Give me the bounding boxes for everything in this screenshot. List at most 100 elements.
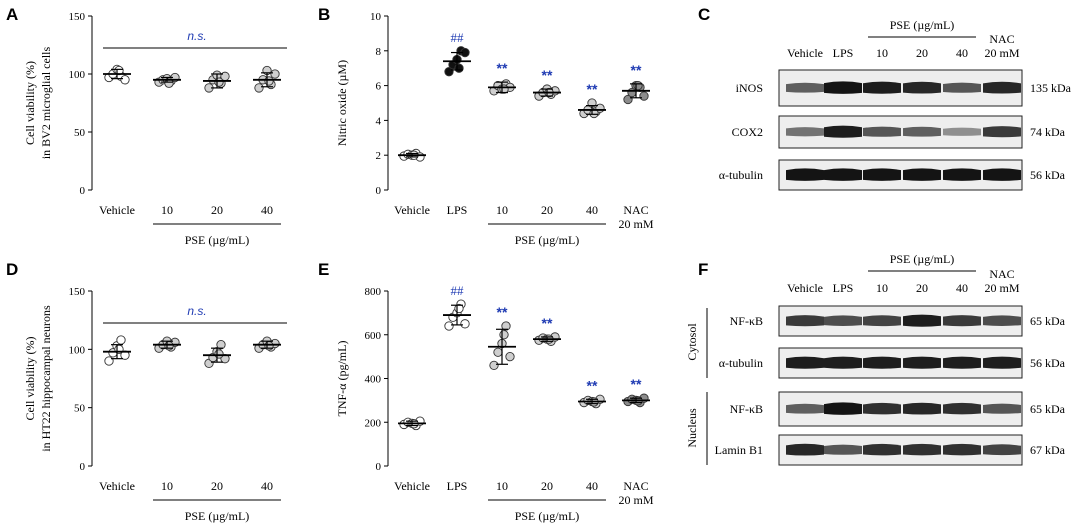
y-tick-label: 50 <box>74 403 86 415</box>
data-point <box>164 341 174 351</box>
blot-band <box>863 402 901 415</box>
kda-label: 65 kDa <box>1030 314 1066 328</box>
data-point <box>493 347 503 357</box>
y-tick-label: 100 <box>69 344 86 356</box>
protein-label: α-tubulin <box>719 168 763 182</box>
section-label: Nucleus <box>685 408 699 448</box>
x-category-label: 10 <box>161 203 173 217</box>
lane-label: LPS <box>833 281 854 295</box>
blot-band <box>903 314 941 327</box>
blot-band <box>786 127 824 137</box>
blot-band <box>943 402 981 415</box>
data-point <box>639 91 649 101</box>
x-category-label: LPS <box>447 479 468 493</box>
panel-d: D 0 50 100 150 Cell viability (%) in HT22 hipp… <box>6 260 287 523</box>
lane-label: LPS <box>833 46 854 60</box>
star-annotation: ** <box>587 81 598 97</box>
data-point <box>116 335 126 345</box>
blot-band <box>903 81 941 94</box>
x-category-label: NAC <box>623 479 648 493</box>
hash-annotation: ## <box>451 30 465 45</box>
kda-label: 56 kDa <box>1030 168 1066 182</box>
section-label: Cytosol <box>685 323 699 361</box>
data-point <box>489 360 499 371</box>
blot-band <box>863 443 901 456</box>
y-tick-label: 600 <box>365 330 382 342</box>
data-point <box>501 321 511 331</box>
x-category-label: 40 <box>586 479 598 493</box>
protein-label: COX2 <box>732 125 763 139</box>
protein-label: iNOS <box>736 81 763 95</box>
y-axis-label: TNF-α (pg/mL) <box>335 341 349 417</box>
blot-band <box>983 444 1021 456</box>
y-tick-label: 150 <box>69 11 86 23</box>
blot-band <box>824 81 862 94</box>
data-point <box>216 340 226 350</box>
blot-band <box>863 168 901 181</box>
x-category-label: 20 <box>211 479 223 493</box>
star-annotation: ** <box>587 377 598 393</box>
x-category-label: NAC <box>623 203 648 217</box>
y-axis-label: Nitric oxide (µM) <box>335 60 349 146</box>
blot-band <box>943 443 981 456</box>
blot-band <box>943 315 981 327</box>
blot-band <box>903 168 941 181</box>
y-tick-label: 0 <box>376 185 382 197</box>
blot-band <box>863 126 901 137</box>
data-point <box>499 330 509 340</box>
data-point <box>460 319 470 329</box>
protein-label: NF-κB <box>730 314 763 328</box>
protein-label: Lamin B1 <box>715 443 763 457</box>
blot-band <box>786 315 824 327</box>
x-category-label: 20 mM <box>618 217 653 231</box>
data-point <box>264 341 274 351</box>
star-annotation: ** <box>497 60 508 76</box>
lane-label: 10 <box>876 281 888 295</box>
y-tick-label: 0 <box>80 461 86 473</box>
blot-band <box>863 356 901 369</box>
blot-band <box>786 403 824 414</box>
y-tick-label: 4 <box>376 115 382 127</box>
panel-letter-e: E <box>318 260 329 279</box>
blot-band <box>903 126 941 137</box>
kda-label: 65 kDa <box>1030 402 1066 416</box>
lane-label: 20 mM <box>984 46 1019 60</box>
group-label: PSE (µg/mL) <box>515 233 580 247</box>
blot-band <box>824 168 862 181</box>
y-tick-label: 400 <box>365 374 382 386</box>
panel-letter-a: A <box>6 5 18 24</box>
blot-band <box>983 168 1021 181</box>
panel-a: A 0 50 100 150 Cell viability (%) in BV2 micro… <box>6 5 287 247</box>
x-category-label: 10 <box>496 479 508 493</box>
y-tick-label: 8 <box>376 46 382 58</box>
blot-band <box>824 444 862 455</box>
y-tick-label: 10 <box>370 11 382 23</box>
blot-band <box>863 81 901 94</box>
lane-label: 10 <box>876 46 888 60</box>
kda-label: 56 kDa <box>1030 356 1066 370</box>
x-category-label: 40 <box>261 203 273 217</box>
star-annotation: ** <box>542 67 553 83</box>
blot-band <box>786 168 824 181</box>
kda-label: 135 kDa <box>1030 81 1072 95</box>
data-point <box>214 77 224 87</box>
blot-band <box>786 443 824 456</box>
y-axis-label: Cell viability (%) <box>23 61 37 145</box>
blot-group-label: PSE (µg/mL) <box>890 18 955 32</box>
y-tick-label: 0 <box>376 461 382 473</box>
protein-label: NF-κB <box>730 402 763 416</box>
data-point <box>454 63 464 73</box>
y-tick-label: 0 <box>80 185 86 197</box>
ns-label: n.s. <box>187 304 206 318</box>
x-category-label: 20 <box>541 479 553 493</box>
y-axis-label: in HT22 hippocampal neurons <box>39 305 53 452</box>
blot-band <box>903 443 941 456</box>
x-category-label: Vehicle <box>394 203 430 217</box>
y-tick-label: 200 <box>365 417 382 429</box>
y-axis-label: Cell viability (%) <box>23 337 37 421</box>
data-point <box>270 69 280 79</box>
panel-b: B 0 2 4 6 8 10 Nitric oxide (µM) Vehicle LPS 10 20 4… <box>318 5 654 247</box>
blot-band <box>943 356 981 369</box>
